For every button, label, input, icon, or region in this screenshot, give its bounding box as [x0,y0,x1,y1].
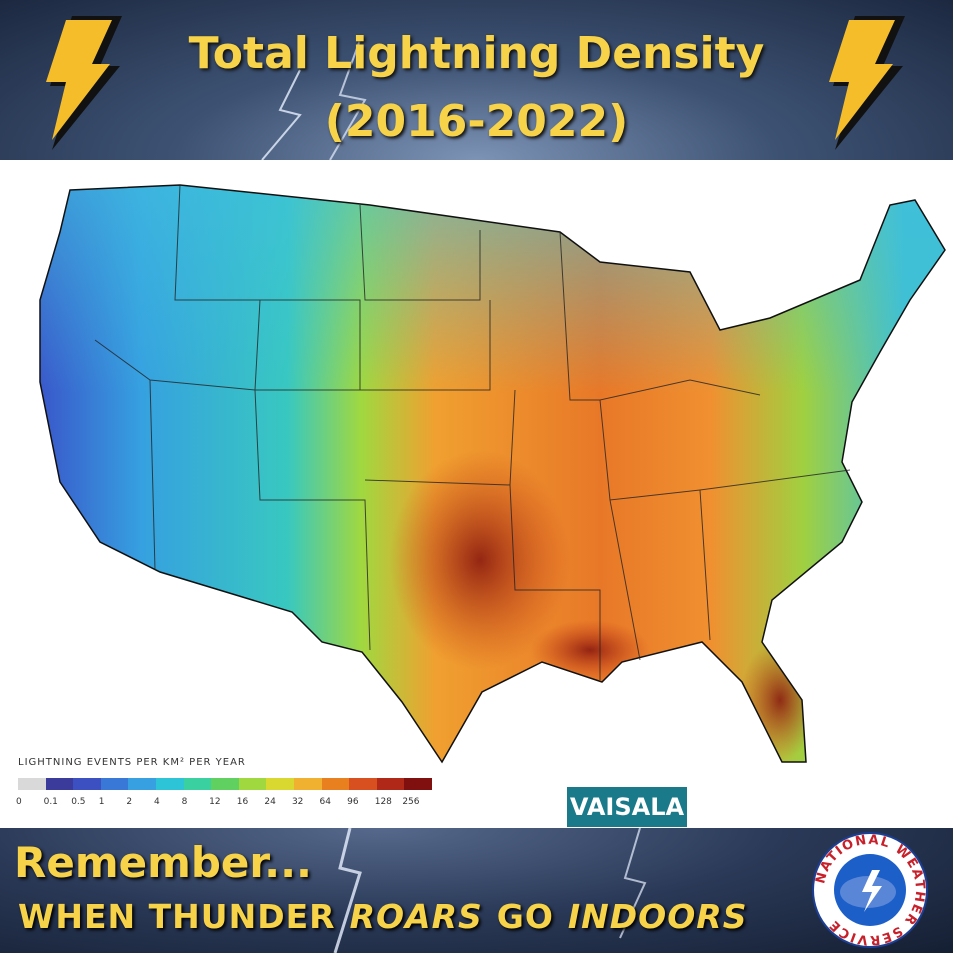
density-map [39,184,946,763]
legend-label: 32 [291,797,304,807]
slogan: WHEN THUNDER ROARS GO INDOORS [18,897,761,936]
legend-label: 4 [153,797,160,807]
legend-swatch [100,778,129,790]
legend-item: 2 [126,778,156,807]
legend-swatch [266,778,294,790]
legend-item: 0.5 [71,778,101,807]
legend-item: 0.1 [43,778,74,807]
legend-item: 16 [236,778,267,807]
legend-item: 0 [16,778,46,807]
legend-item: 96 [347,778,377,807]
legend-item: 24 [264,778,294,807]
slogan-part: INDOORS [567,897,748,936]
legend-swatch [238,778,267,790]
legend-swatch [183,778,212,790]
legend-swatch [404,778,432,790]
legend-swatch [211,778,239,790]
legend-label: 16 [236,797,249,807]
title: Total Lightning Density [188,28,765,79]
legend-label: 1 [98,797,105,807]
legend-label: 24 [264,797,276,807]
legend-swatch [349,778,377,790]
legend-label: 128 [374,797,392,807]
slogan-part: WHEN THUNDER [18,897,336,936]
bolt-icon [46,16,122,150]
legend-item: 64 [319,778,350,807]
legend-item: 12 [209,778,239,807]
legend-item: 128 [374,778,405,807]
footer-band [0,828,953,953]
legend-item: 1 [98,778,129,807]
legend-swatch [321,778,350,790]
slogan-part: ROARS [349,897,483,936]
legend-label: 64 [319,797,331,807]
legend-swatch [293,778,322,790]
nws-logo: NATIONAL WEATHER SERVICE [812,832,928,948]
legend-label: 2 [126,797,133,807]
legend-item: 8 [181,778,212,807]
legend-item: 256 [402,778,432,807]
legend-swatch [128,778,156,790]
legend-label: 0 [16,797,22,807]
legend-label: 256 [402,797,420,807]
legend-item: 4 [153,778,184,807]
legend-swatch [155,778,184,790]
legend-item: 32 [291,778,322,807]
reminder: Remember... [14,838,312,887]
legend-swatch [376,778,405,790]
legend-label: 8 [181,797,188,807]
legend-label: 0.1 [43,797,58,807]
legend-swatch [18,778,46,790]
footer-art [333,828,647,953]
legend-title: LIGHTNING EVENTS PER KM² PER YEAR [18,757,246,768]
legend-label: 0.5 [71,797,86,807]
legend-swatch [45,778,74,790]
legend-label: 12 [209,797,221,807]
legend: 0 0.1 0.5 1 2 4 8 12 16 24 32 64 96 128 256 [16,778,432,807]
credit-logo: VAISALA [567,787,687,827]
bolt-icon [829,16,905,150]
header-band [0,0,953,160]
header-art [46,16,905,160]
legend-label: 96 [347,797,359,807]
subtitle: (2016-2022) [324,96,629,147]
legend-swatch [73,778,101,790]
slogan-part: GO [496,897,554,936]
